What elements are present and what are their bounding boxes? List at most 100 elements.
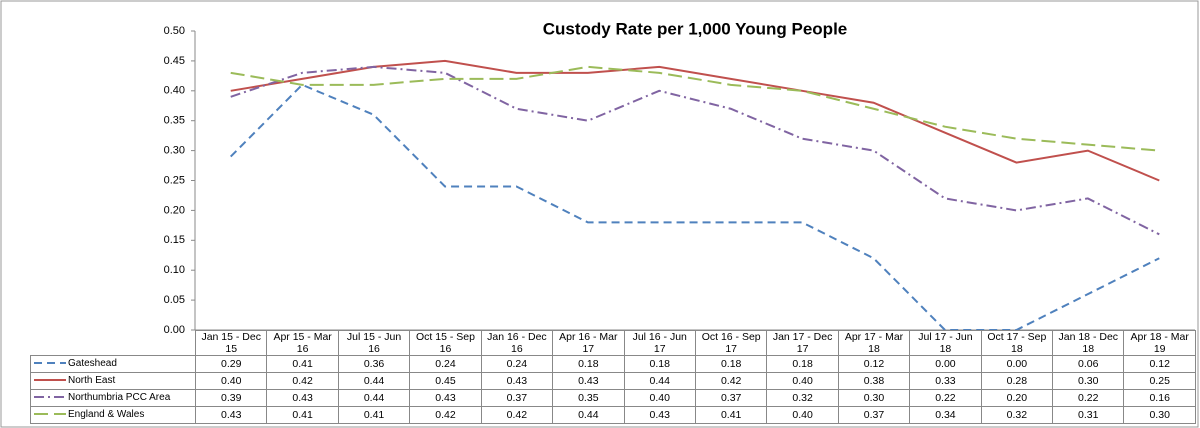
table-value: 0.16 <box>1123 389 1196 407</box>
table-value: 0.37 <box>694 389 768 407</box>
series-line <box>230 65 1160 152</box>
table-value: 0.30 <box>837 389 911 407</box>
table-value: 0.25 <box>1123 372 1196 390</box>
table-value: 0.43 <box>623 406 696 424</box>
x-tick-label: Apr 16 - Mar 17 <box>552 330 625 356</box>
table-value: 0.44 <box>552 406 625 424</box>
y-tick-label: 0.20 <box>164 204 185 216</box>
x-tick-label: Jul 17 - Jun 18 <box>909 330 982 356</box>
table-value: 0.43 <box>480 372 554 390</box>
x-tick-label: Apr 15 - Mar 16 <box>266 330 339 356</box>
y-tick-label: 0.25 <box>164 174 185 186</box>
y-tick-label: 0.45 <box>164 55 185 67</box>
y-tick-label: 0.05 <box>164 294 185 306</box>
y-tick-label: 0.15 <box>164 234 185 246</box>
table-value: 0.31 <box>1052 406 1125 424</box>
table-value: 0.40 <box>766 372 839 390</box>
table-value: 0.18 <box>766 355 839 373</box>
x-tick-label: Jan 16 - Dec 16 <box>480 330 554 356</box>
y-tick-label: 0.50 <box>164 25 185 37</box>
table-value: 0.32 <box>766 389 839 407</box>
table-value: 0.42 <box>409 406 482 424</box>
table-value: 0.43 <box>409 389 482 407</box>
table-value: 0.30 <box>1123 406 1196 424</box>
table-value: 0.41 <box>266 355 339 373</box>
table-value: 0.29 <box>194 355 268 373</box>
series-line <box>230 65 1160 236</box>
y-tick-label: 0.35 <box>164 115 185 127</box>
table-value: 0.06 <box>1052 355 1125 373</box>
table-value: 0.34 <box>909 406 982 424</box>
x-tick-label: Jan 17 - Dec 17 <box>766 330 839 356</box>
legend-entry: Gateshead <box>30 355 196 373</box>
data-table: Jan 15 - Dec 15 Apr 15 - Mar 16 Jul 15 - J… <box>30 330 1196 424</box>
x-tick-label: Jan 15 - Dec 15 <box>194 330 268 356</box>
table-value: 0.32 <box>980 406 1054 424</box>
table-value: 0.39 <box>194 389 268 407</box>
data-row: North East 0.40 0.42 0.44 0.45 0.43 0.43 0.44 0.… <box>30 372 1196 390</box>
table-value: 0.20 <box>980 389 1054 407</box>
table-value: 0.41 <box>266 406 339 424</box>
x-tick-label: Oct 15 - Sep 16 <box>409 330 482 356</box>
legend-key <box>34 413 66 416</box>
table-value: 0.43 <box>194 406 268 424</box>
table-value: 0.40 <box>766 406 839 424</box>
x-tick-label: Jul 15 - Jun 16 <box>337 330 411 356</box>
y-tick-label: 0.00 <box>164 324 185 336</box>
legend-entry: England & Wales <box>30 406 196 424</box>
x-tick-label: Oct 16 - Sep 17 <box>694 330 768 356</box>
table-value: 0.44 <box>337 389 411 407</box>
table-value: 0.22 <box>909 389 982 407</box>
data-row: Gateshead 0.29 0.41 0.36 0.24 0.24 0.18 0.18 0.1… <box>30 355 1196 373</box>
table-value: 0.40 <box>623 389 696 407</box>
table-value: 0.33 <box>909 372 982 390</box>
series-line <box>230 83 1160 331</box>
y-tick-label: 0.40 <box>164 85 185 97</box>
y-tick-label: 0.10 <box>164 264 185 276</box>
table-value: 0.30 <box>1052 372 1125 390</box>
table-value: 0.00 <box>909 355 982 373</box>
table-value: 0.36 <box>337 355 411 373</box>
legend-entry: North East <box>30 372 196 390</box>
chart-title: Custody Rate per 1,000 Young People <box>543 19 848 38</box>
table-value: 0.41 <box>337 406 411 424</box>
legend-key <box>34 396 66 399</box>
table-value: 0.44 <box>623 372 696 390</box>
data-row: England & Wales 0.43 0.41 0.41 0.42 0.42 0.44 0… <box>30 406 1196 424</box>
table-value: 0.12 <box>1123 355 1196 373</box>
table-value: 0.22 <box>1052 389 1125 407</box>
legend-key <box>34 362 66 365</box>
table-value: 0.37 <box>837 406 911 424</box>
table-value: 0.44 <box>337 372 411 390</box>
legend-label: Gateshead <box>68 358 117 369</box>
empty-cell <box>31 331 196 356</box>
y-tick-label: 0.30 <box>164 145 185 157</box>
table-value: 0.18 <box>694 355 768 373</box>
table-value: 0.28 <box>980 372 1054 390</box>
table-value: 0.18 <box>623 355 696 373</box>
table-value: 0.45 <box>409 372 482 390</box>
table-value: 0.12 <box>837 355 911 373</box>
x-tick-label: Apr 17 - Mar 18 <box>837 330 911 356</box>
table-value: 0.43 <box>266 389 339 407</box>
table-value: 0.41 <box>694 406 768 424</box>
legend-label: Northumbria PCC Area <box>68 392 171 403</box>
table-value: 0.00 <box>980 355 1054 373</box>
x-tick-label: Jan 18 - Dec 18 <box>1052 330 1125 356</box>
x-tick-label: Oct 17 - Sep 18 <box>980 330 1054 356</box>
table-value: 0.38 <box>837 372 911 390</box>
x-tick-label: Apr 18 - Mar 19 <box>1123 330 1196 356</box>
header-row: Jan 15 - Dec 15 Apr 15 - Mar 16 Jul 15 - J… <box>31 330 1196 356</box>
data-row: Northumbria PCC Area 0.39 0.43 0.44 0.43 0.37… <box>30 389 1196 407</box>
table-value: 0.43 <box>552 372 625 390</box>
legend-label: North East <box>68 375 116 386</box>
table-value: 0.37 <box>480 389 554 407</box>
table-value: 0.18 <box>552 355 625 373</box>
table-value: 0.24 <box>409 355 482 373</box>
table-value: 0.42 <box>694 372 768 390</box>
table-value: 0.42 <box>480 406 554 424</box>
table-value: 0.42 <box>266 372 339 390</box>
legend-label: England & Wales <box>68 409 145 420</box>
legend-entry: Northumbria PCC Area <box>30 389 196 407</box>
